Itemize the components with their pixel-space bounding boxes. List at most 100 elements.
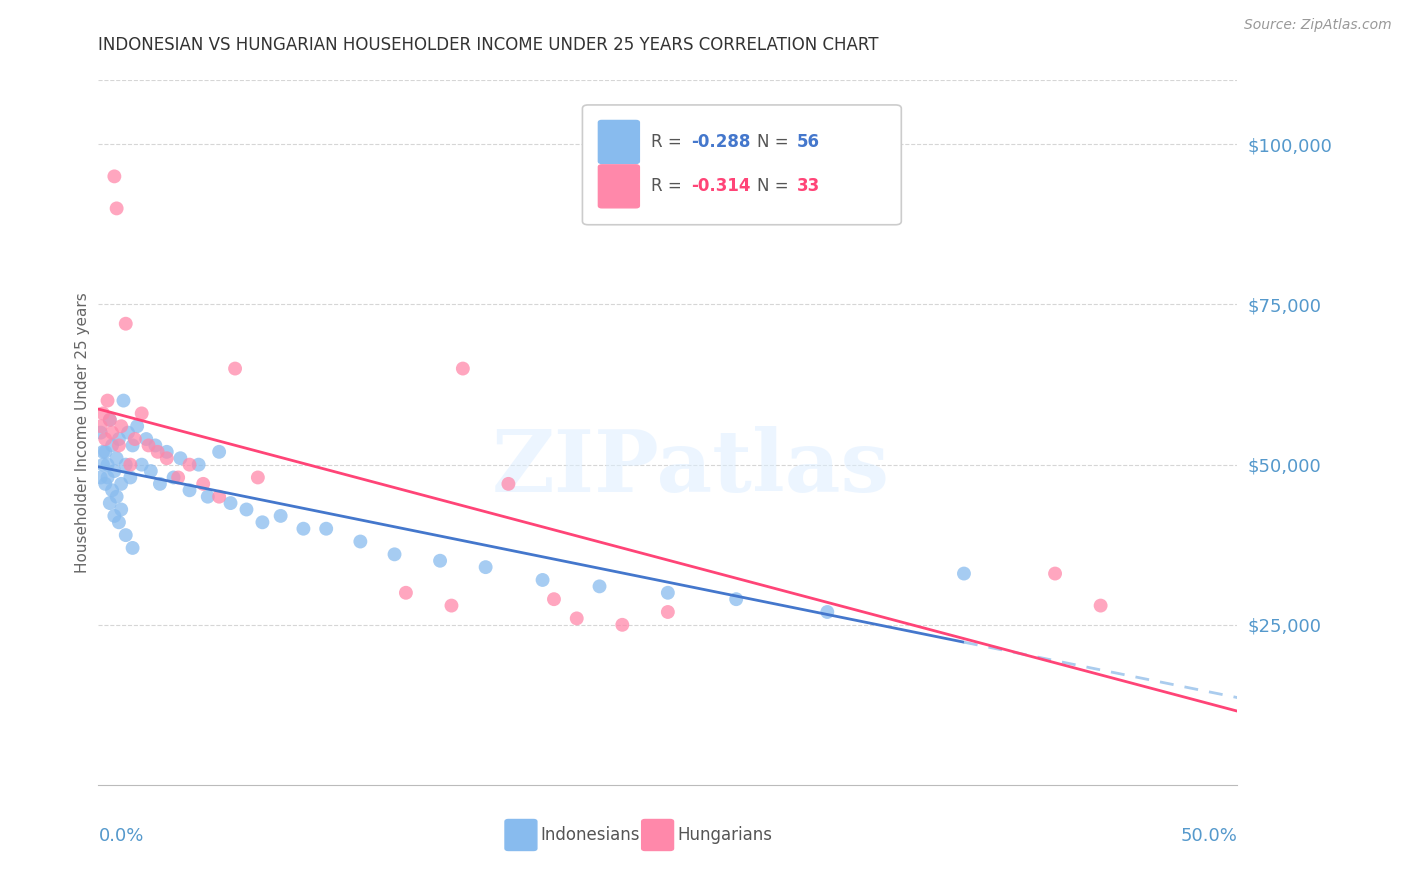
Point xyxy=(105,451,128,466)
Point xyxy=(110,419,132,434)
Point xyxy=(270,508,292,523)
Point xyxy=(124,432,146,446)
Point xyxy=(474,560,496,574)
Point xyxy=(224,361,246,376)
Point xyxy=(429,554,451,568)
Point xyxy=(139,464,162,478)
Point xyxy=(953,566,976,581)
Text: R =: R = xyxy=(651,178,686,195)
Text: Hungarians: Hungarians xyxy=(676,826,772,844)
Point xyxy=(96,393,118,408)
Point xyxy=(208,445,231,459)
Point xyxy=(657,586,679,600)
Point xyxy=(98,413,121,427)
Point xyxy=(91,458,114,472)
FancyBboxPatch shape xyxy=(582,105,901,225)
Point xyxy=(127,419,149,434)
Point xyxy=(246,470,269,484)
Point xyxy=(105,202,128,216)
Point xyxy=(120,458,142,472)
FancyBboxPatch shape xyxy=(641,820,673,850)
Point xyxy=(96,470,118,484)
Point xyxy=(108,432,131,446)
Point xyxy=(114,317,136,331)
Point xyxy=(197,490,219,504)
Point xyxy=(131,406,153,420)
Point xyxy=(98,496,121,510)
Text: 0.0%: 0.0% xyxy=(98,827,143,846)
Point xyxy=(103,169,125,184)
Text: 33: 33 xyxy=(797,178,820,195)
Point xyxy=(162,470,184,484)
Point xyxy=(112,393,135,408)
FancyBboxPatch shape xyxy=(599,120,640,163)
Point xyxy=(187,458,209,472)
Text: Source: ZipAtlas.com: Source: ZipAtlas.com xyxy=(1244,18,1392,32)
Point xyxy=(179,483,201,498)
Point xyxy=(156,445,179,459)
Text: ZIPatlas: ZIPatlas xyxy=(492,425,890,510)
Point xyxy=(103,464,125,478)
Point xyxy=(395,586,418,600)
Point xyxy=(179,458,201,472)
Point xyxy=(138,438,160,452)
Point xyxy=(105,490,128,504)
Point xyxy=(1090,599,1112,613)
Point xyxy=(588,579,610,593)
Point xyxy=(252,516,274,530)
Text: R =: R = xyxy=(651,133,686,151)
Point xyxy=(94,432,117,446)
Point xyxy=(149,476,172,491)
Point xyxy=(156,451,179,466)
Point xyxy=(91,445,114,459)
Point xyxy=(121,438,143,452)
Point xyxy=(108,516,131,530)
Point xyxy=(349,534,371,549)
Point xyxy=(135,432,157,446)
Point xyxy=(114,458,136,472)
Point xyxy=(235,502,257,516)
Point xyxy=(101,483,124,498)
Point xyxy=(90,470,112,484)
Point xyxy=(440,599,463,613)
Point xyxy=(98,413,121,427)
Point xyxy=(612,617,634,632)
Text: N =: N = xyxy=(756,133,793,151)
Point xyxy=(117,425,139,440)
Point xyxy=(114,528,136,542)
Point xyxy=(208,490,231,504)
Point xyxy=(90,425,112,440)
Point xyxy=(498,476,520,491)
Point xyxy=(145,438,167,452)
Point xyxy=(565,611,588,625)
Point xyxy=(94,476,117,491)
Point xyxy=(384,547,406,561)
Text: -0.288: -0.288 xyxy=(690,133,749,151)
Text: 50.0%: 50.0% xyxy=(1181,827,1237,846)
Point xyxy=(193,476,215,491)
Point xyxy=(725,592,748,607)
Point xyxy=(96,458,118,472)
Text: INDONESIAN VS HUNGARIAN HOUSEHOLDER INCOME UNDER 25 YEARS CORRELATION CHART: INDONESIAN VS HUNGARIAN HOUSEHOLDER INCO… xyxy=(98,36,879,54)
Point xyxy=(1043,566,1066,581)
Point xyxy=(110,476,132,491)
FancyBboxPatch shape xyxy=(505,820,537,850)
Point xyxy=(815,605,838,619)
Point xyxy=(169,451,191,466)
Point xyxy=(451,361,474,376)
Point xyxy=(121,541,143,555)
Text: Indonesians: Indonesians xyxy=(540,826,640,844)
Point xyxy=(94,445,117,459)
Point xyxy=(657,605,679,619)
Y-axis label: Householder Income Under 25 years: Householder Income Under 25 years xyxy=(75,293,90,573)
FancyBboxPatch shape xyxy=(599,165,640,208)
Point xyxy=(131,458,153,472)
Point xyxy=(543,592,565,607)
Point xyxy=(219,496,242,510)
Text: -0.314: -0.314 xyxy=(690,178,751,195)
Point xyxy=(110,502,132,516)
Point xyxy=(531,573,554,587)
Point xyxy=(90,419,112,434)
Point xyxy=(146,445,169,459)
Point xyxy=(101,438,124,452)
